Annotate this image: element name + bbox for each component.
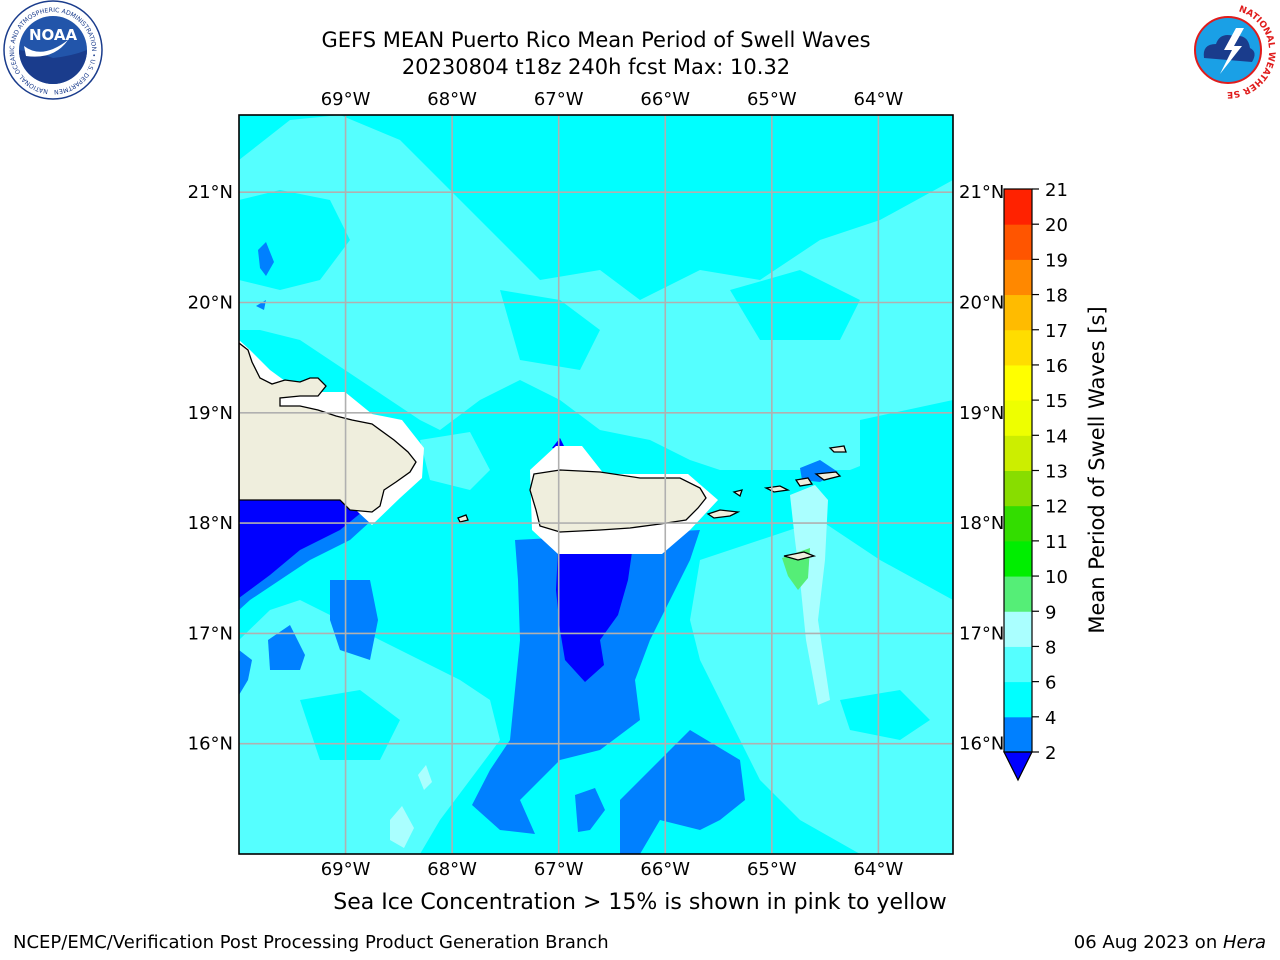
colorbar-tick-label: 8 [1045, 637, 1056, 658]
st-john-island [794, 477, 814, 487]
contour-region-4-6s-patches [239, 120, 953, 760]
lat-tick-label-left: 19°N [188, 403, 233, 424]
vieques-island [706, 509, 741, 519]
colorbar-segment [1004, 189, 1032, 225]
land-layer [239, 342, 847, 561]
st-croix-island [783, 551, 817, 561]
colorbar-segment [1004, 400, 1032, 436]
colorbar-tick-label: 2 [1045, 743, 1056, 764]
lon-tick-label-bottom: 69°W [321, 859, 371, 880]
lat-tick-label-left: 17°N [188, 623, 233, 644]
hispaniola-land [239, 342, 417, 513]
culebra-island [732, 489, 743, 498]
colorbar-segment [1004, 294, 1032, 331]
colorbar: 2 4 6 8 9 10 11 12 13 14 15 16 17 18 19 20 21 [1003, 180, 1068, 782]
lon-tick-label-bottom: 66°W [640, 859, 690, 880]
colorbar-segment [1004, 576, 1032, 612]
lat-tick-label-right: 21°N [959, 182, 1004, 203]
colorbar-tick-label: 18 [1045, 286, 1068, 307]
colorbar-tick-label: 10 [1045, 567, 1068, 588]
lon-tick-label-top: 66°W [640, 89, 690, 110]
lat-tick-label-right: 18°N [959, 513, 1004, 534]
lon-tick-label-bottom: 67°W [534, 859, 584, 880]
footer-host: Hera [1222, 932, 1266, 953]
contour-fill-layer [239, 115, 953, 854]
colorbar-tick-label: 17 [1045, 321, 1068, 342]
colorbar-segment [1004, 716, 1032, 753]
colorbar-segment [1004, 540, 1032, 577]
lat-tick-label-left: 16°N [188, 734, 233, 755]
chart-title: GEFS MEAN Puerto Rico Mean Period of Swe… [321, 28, 871, 52]
colorbar-segment [1004, 505, 1032, 542]
colorbar-segment [1004, 259, 1032, 296]
colorbar-label: Mean Period of Swell Waves [s] [1085, 306, 1109, 634]
colorbar-segment [1004, 224, 1032, 260]
footer-credit: NCEP/EMC/Verification Post Processing Pr… [13, 932, 609, 953]
noaa-logo-text: NOAA [29, 26, 78, 44]
noaa-logo: NATIONAL OCEANIC AND ATMOSPHERIC ADMINIS… [2, 0, 103, 100]
colorbar-tick-label: 13 [1045, 462, 1068, 483]
lat-tick-label-right: 16°N [959, 734, 1004, 755]
colorbar-segment [1004, 681, 1032, 718]
colorbar-tick-label: 21 [1045, 180, 1068, 201]
lon-tick-label-bottom: 65°W [747, 859, 797, 880]
lon-tick-label-top: 68°W [427, 89, 477, 110]
colorbar-tick-label: 9 [1045, 602, 1056, 623]
colorbar-tick-label: 19 [1045, 250, 1068, 271]
colorbar-tick-label: 15 [1045, 391, 1068, 412]
colorbar-tick-label: 20 [1045, 215, 1068, 236]
colorbar-tick-label: 12 [1045, 497, 1068, 518]
lat-tick-label-right: 20°N [959, 293, 1004, 314]
sea-ice-caption: Sea Ice Concentration > 15% is shown in … [333, 890, 947, 915]
map-frame [238, 114, 954, 855]
colorbar-tick-label: 6 [1045, 673, 1056, 694]
lon-tick-label-bottom: 68°W [427, 859, 477, 880]
lon-tick-label-top: 69°W [321, 89, 371, 110]
lat-tick-label-left: 18°N [188, 513, 233, 534]
colorbar-tick-label: 16 [1045, 356, 1068, 377]
mona-island [457, 514, 469, 523]
colorbar-tick-label: 11 [1045, 532, 1068, 553]
lat-tick-label-right: 19°N [959, 403, 1004, 424]
colorbar-segment [1004, 329, 1032, 366]
tortola-island [814, 471, 842, 481]
lon-tick-label-top: 67°W [534, 89, 584, 110]
graticule [239, 115, 953, 854]
nws-logo: NATIONAL WEATHER SERVICE [1176, 0, 1277, 99]
lon-tick-label-top: 65°W [747, 89, 797, 110]
colorbar-segment [1004, 364, 1032, 401]
colorbar-segment [1004, 470, 1032, 507]
colorbar-tick-label: 14 [1045, 426, 1068, 447]
colorbar-segment [1004, 435, 1032, 471]
anegada-island [828, 445, 847, 453]
footer-date: 06 Aug 2023 on Hera [1074, 932, 1266, 953]
colorbar-tick-label: 4 [1045, 708, 1056, 729]
colorbar-segment [1004, 646, 1032, 683]
lon-tick-label-bottom: 64°W [854, 859, 904, 880]
axis-tick-labels: 69°W 69°W 68°W 68°W 67°W 67°W 66°W 66°W 65°W 65°W… [188, 89, 1005, 880]
puerto-rico-land [529, 469, 707, 533]
colorbar-segment [1004, 611, 1032, 647]
lon-tick-label-top: 64°W [854, 89, 904, 110]
colorbar-under-extension [1003, 751, 1033, 782]
lat-tick-label-left: 21°N [188, 182, 233, 203]
footer-date-text: 06 Aug 2023 on [1073, 932, 1223, 953]
chart-subtitle: 20230804 t18z 240h fcst Max: 10.32 [401, 55, 791, 79]
lat-tick-label-left: 20°N [188, 293, 233, 314]
lat-tick-label-right: 17°N [959, 623, 1004, 644]
